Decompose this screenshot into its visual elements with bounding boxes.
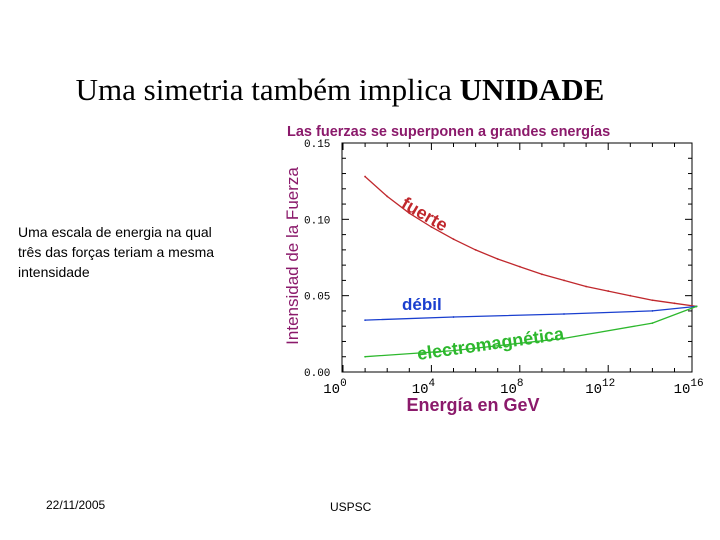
y-tick-label: 0.00: [304, 368, 330, 380]
chart-title: Las fuerzas se superponen a grandes ener…: [287, 124, 610, 140]
series-label-electromagnetic: electromagnética: [416, 323, 566, 364]
slide-title-emphasis: UNIDADE: [459, 72, 605, 107]
series-point: [430, 226, 433, 228]
plot-frame: [341, 142, 693, 373]
series-point: [364, 319, 366, 321]
series-point: [474, 248, 477, 251]
series-point: [585, 285, 587, 288]
series-point: [518, 265, 521, 268]
x-tick-label: 100: [323, 378, 346, 398]
series-label-weak: débil: [402, 295, 442, 314]
side-text-line: intensidade: [18, 264, 90, 280]
series-point: [452, 238, 455, 241]
series-point: [651, 322, 654, 325]
series-point: [541, 273, 543, 276]
slide-title-prefix: Uma simetria também implica: [75, 72, 460, 107]
series-point: [651, 310, 654, 312]
series-point: [452, 316, 455, 318]
series-point: [607, 290, 610, 292]
series-point: [408, 212, 411, 215]
y-tick-label: 0.05: [304, 292, 330, 304]
x-tick-label: 1012: [585, 378, 615, 398]
y-axis-label: Intensidad de la Fuerza: [283, 167, 302, 345]
series-point: [563, 313, 565, 315]
series-point: [364, 175, 366, 178]
series-point: [695, 305, 698, 308]
footer-center: USPSC: [330, 500, 372, 514]
series-point: [651, 299, 654, 302]
x-tick-label: 104: [412, 378, 436, 398]
side-text: Uma escala de energia na qual três das f…: [18, 222, 278, 282]
series-point: [673, 302, 676, 305]
slide-title: Uma simetria também implica UNIDADE: [0, 72, 680, 108]
side-text-line: três das forças teriam a mesma: [18, 244, 215, 260]
side-text-line: Uma escala de energia na qual: [18, 224, 212, 240]
footer-date: 22/11/2005: [46, 498, 106, 512]
series-point: [563, 279, 565, 282]
x-tick-label: 1016: [674, 378, 704, 398]
y-tick-label: 0.15: [304, 139, 330, 151]
series-point: [496, 258, 499, 260]
series-point: [386, 195, 389, 198]
series-line-strong: [364, 176, 697, 308]
y-tick-label: 0.10: [304, 215, 330, 227]
x-tick-label: 108: [500, 378, 523, 398]
series-label-strong: fuerte: [398, 193, 451, 235]
series-point: [563, 337, 565, 340]
series-point: [364, 355, 366, 358]
x-axis-label: Energía en GeV: [406, 395, 539, 415]
series-point: [629, 294, 632, 297]
series-point: [452, 349, 455, 352]
